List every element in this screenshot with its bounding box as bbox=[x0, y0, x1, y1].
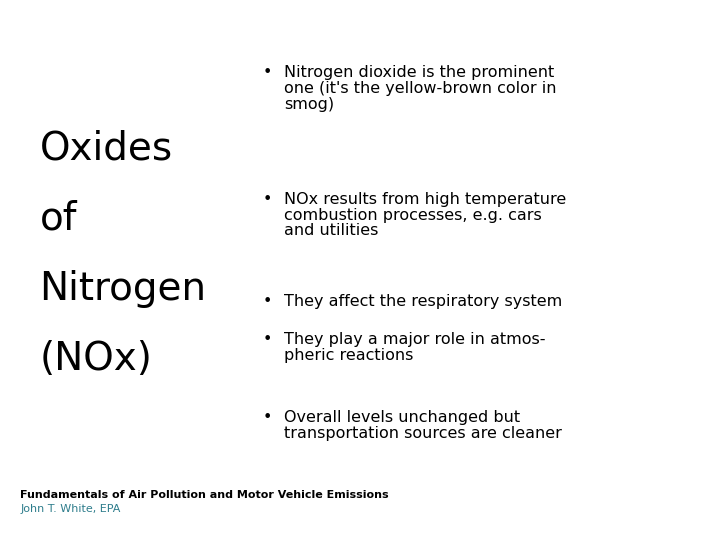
Text: They affect the respiratory system: They affect the respiratory system bbox=[284, 294, 562, 309]
Text: one (it's the yellow-brown color in: one (it's the yellow-brown color in bbox=[284, 80, 557, 96]
Text: combustion processes, e.g. cars: combustion processes, e.g. cars bbox=[284, 207, 542, 222]
Text: They play a major role in atmos-: They play a major role in atmos- bbox=[284, 332, 546, 347]
Text: •: • bbox=[263, 65, 272, 80]
Text: Overall levels unchanged but: Overall levels unchanged but bbox=[284, 410, 521, 426]
Text: transportation sources are cleaner: transportation sources are cleaner bbox=[284, 426, 562, 441]
Text: •: • bbox=[263, 332, 272, 347]
Text: •: • bbox=[263, 410, 272, 426]
Text: •: • bbox=[263, 294, 272, 309]
Text: Fundamentals of Air Pollution and Motor Vehicle Emissions: Fundamentals of Air Pollution and Motor … bbox=[20, 489, 389, 500]
Text: Nitrogen dioxide is the prominent: Nitrogen dioxide is the prominent bbox=[284, 65, 554, 80]
Text: NOx results from high temperature: NOx results from high temperature bbox=[284, 192, 567, 207]
Text: of: of bbox=[40, 200, 77, 238]
Text: John T. White, EPA: John T. White, EPA bbox=[20, 504, 120, 514]
Text: pheric reactions: pheric reactions bbox=[284, 348, 414, 363]
Text: Oxides: Oxides bbox=[40, 130, 173, 167]
Text: Nitrogen: Nitrogen bbox=[40, 270, 207, 308]
Text: and utilities: and utilities bbox=[284, 224, 379, 239]
Text: •: • bbox=[263, 192, 272, 207]
Text: (NOx): (NOx) bbox=[40, 340, 153, 378]
Text: smog): smog) bbox=[284, 97, 335, 112]
